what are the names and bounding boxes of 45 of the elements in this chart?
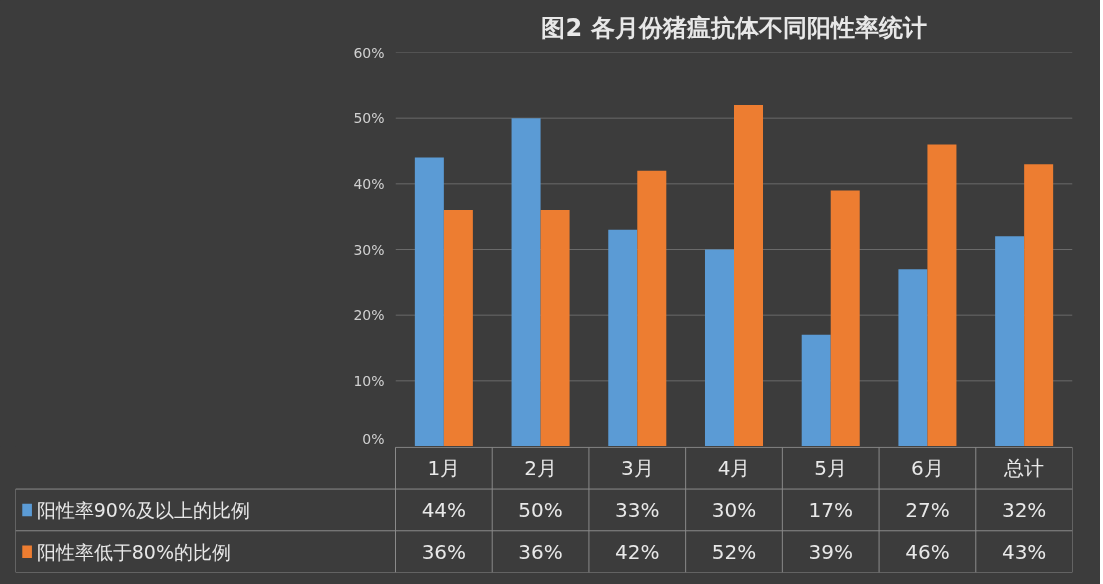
y-tick-label: 50% <box>353 110 385 127</box>
bar <box>995 236 1025 446</box>
legend-label: 阳性率90%及以上的比例 <box>36 498 251 521</box>
data-label: 33% <box>615 497 660 522</box>
data-label: 46% <box>905 539 950 564</box>
data-label: 36% <box>421 539 467 564</box>
data-label: 27% <box>905 497 950 522</box>
x-tick-label: 4月 <box>717 456 751 481</box>
data-label: 39% <box>808 539 853 564</box>
y-tick-label: 60% <box>353 44 385 61</box>
data-label: 30% <box>711 497 757 522</box>
bar <box>801 334 831 446</box>
x-tick-label: 2月 <box>524 456 557 481</box>
bar <box>927 144 957 446</box>
bar <box>608 229 638 446</box>
x-tick-label: 3月 <box>620 456 654 481</box>
data-label: 17% <box>808 497 853 522</box>
data-label: 43% <box>1001 539 1047 564</box>
bar <box>1024 164 1054 446</box>
data-label: 42% <box>615 539 660 564</box>
bar <box>830 190 860 446</box>
x-tick-label: 6月 <box>911 456 944 481</box>
bar <box>704 249 734 446</box>
x-tick-label: 5月 <box>814 456 848 481</box>
y-tick-label: 0% <box>362 430 385 447</box>
data-label: 52% <box>711 539 757 564</box>
x-tick-label: 1月 <box>427 456 461 481</box>
bar <box>898 269 928 446</box>
data-label: 50% <box>518 497 563 522</box>
bar <box>637 170 667 446</box>
y-tick-label: 30% <box>353 241 385 258</box>
bar <box>540 210 570 446</box>
data-label: 44% <box>421 497 467 522</box>
chart-title: 图2 各月份猪瘟抗体不同阳性率统计 <box>541 13 927 42</box>
bar <box>734 105 764 446</box>
data-label: 32% <box>1001 497 1047 522</box>
y-tick-label: 40% <box>353 175 385 192</box>
y-tick-label: 20% <box>353 307 385 324</box>
data-label: 36% <box>518 539 563 564</box>
x-tick-label: 总计 <box>1003 456 1045 481</box>
y-tick-label: 10% <box>353 372 385 389</box>
bar <box>414 157 444 446</box>
legend-label: 阳性率低于80%的比例 <box>36 540 232 563</box>
bar <box>511 118 541 446</box>
bar <box>443 210 473 446</box>
